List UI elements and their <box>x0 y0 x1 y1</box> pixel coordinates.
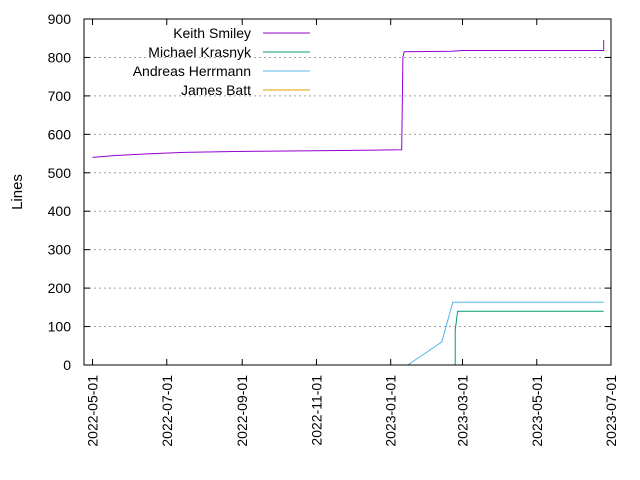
legend-label: Michael Krasnyk <box>148 44 252 60</box>
y-tick-label: 200 <box>48 280 72 296</box>
x-tick-label: 2022-07-01 <box>159 375 175 447</box>
x-tick-label: 2023-01-01 <box>383 375 399 447</box>
x-tick-label: 2023-03-01 <box>455 375 471 447</box>
series-line-0 <box>92 40 605 158</box>
x-tick-label: 2023-05-01 <box>529 375 545 447</box>
legend-label: Keith Smiley <box>173 25 251 41</box>
y-axis: 0 100 200 300 400 500 600 700 800 900 <box>48 11 611 373</box>
legend: Keith Smiley Michael Krasnyk Andreas Herrm… <box>133 25 310 98</box>
y-tick-label: 700 <box>48 88 72 104</box>
y-tick-label: 500 <box>48 165 72 181</box>
series-line-1 <box>454 310 604 365</box>
x-tick-label: 2022-05-01 <box>85 375 101 447</box>
series-line-2 <box>407 301 604 366</box>
y-tick-label: 600 <box>48 126 72 142</box>
y-tick-label: 400 <box>48 203 72 219</box>
legend-label: James Batt <box>181 82 251 98</box>
y-tick-label: 900 <box>48 11 72 27</box>
legend-label: Andreas Herrmann <box>133 63 251 79</box>
y-axis-label: Lines <box>9 174 26 210</box>
plot-frame <box>83 18 612 366</box>
y-tick-label: 100 <box>48 319 72 335</box>
x-axis: 2022-05-01 2022-07-01 2022-09-01 2022-11-01… <box>85 19 619 447</box>
x-tick-label: 2022-11-01 <box>308 375 324 446</box>
y-tick-label: 300 <box>48 242 72 258</box>
y-tick-label: 0 <box>63 357 71 373</box>
x-tick-label: 2022-09-01 <box>234 375 250 447</box>
grid-lines <box>84 56 611 328</box>
series-lines <box>92 40 605 366</box>
y-tick-label: 800 <box>48 49 72 65</box>
x-tick-label: 2023-07-01 <box>603 375 619 447</box>
